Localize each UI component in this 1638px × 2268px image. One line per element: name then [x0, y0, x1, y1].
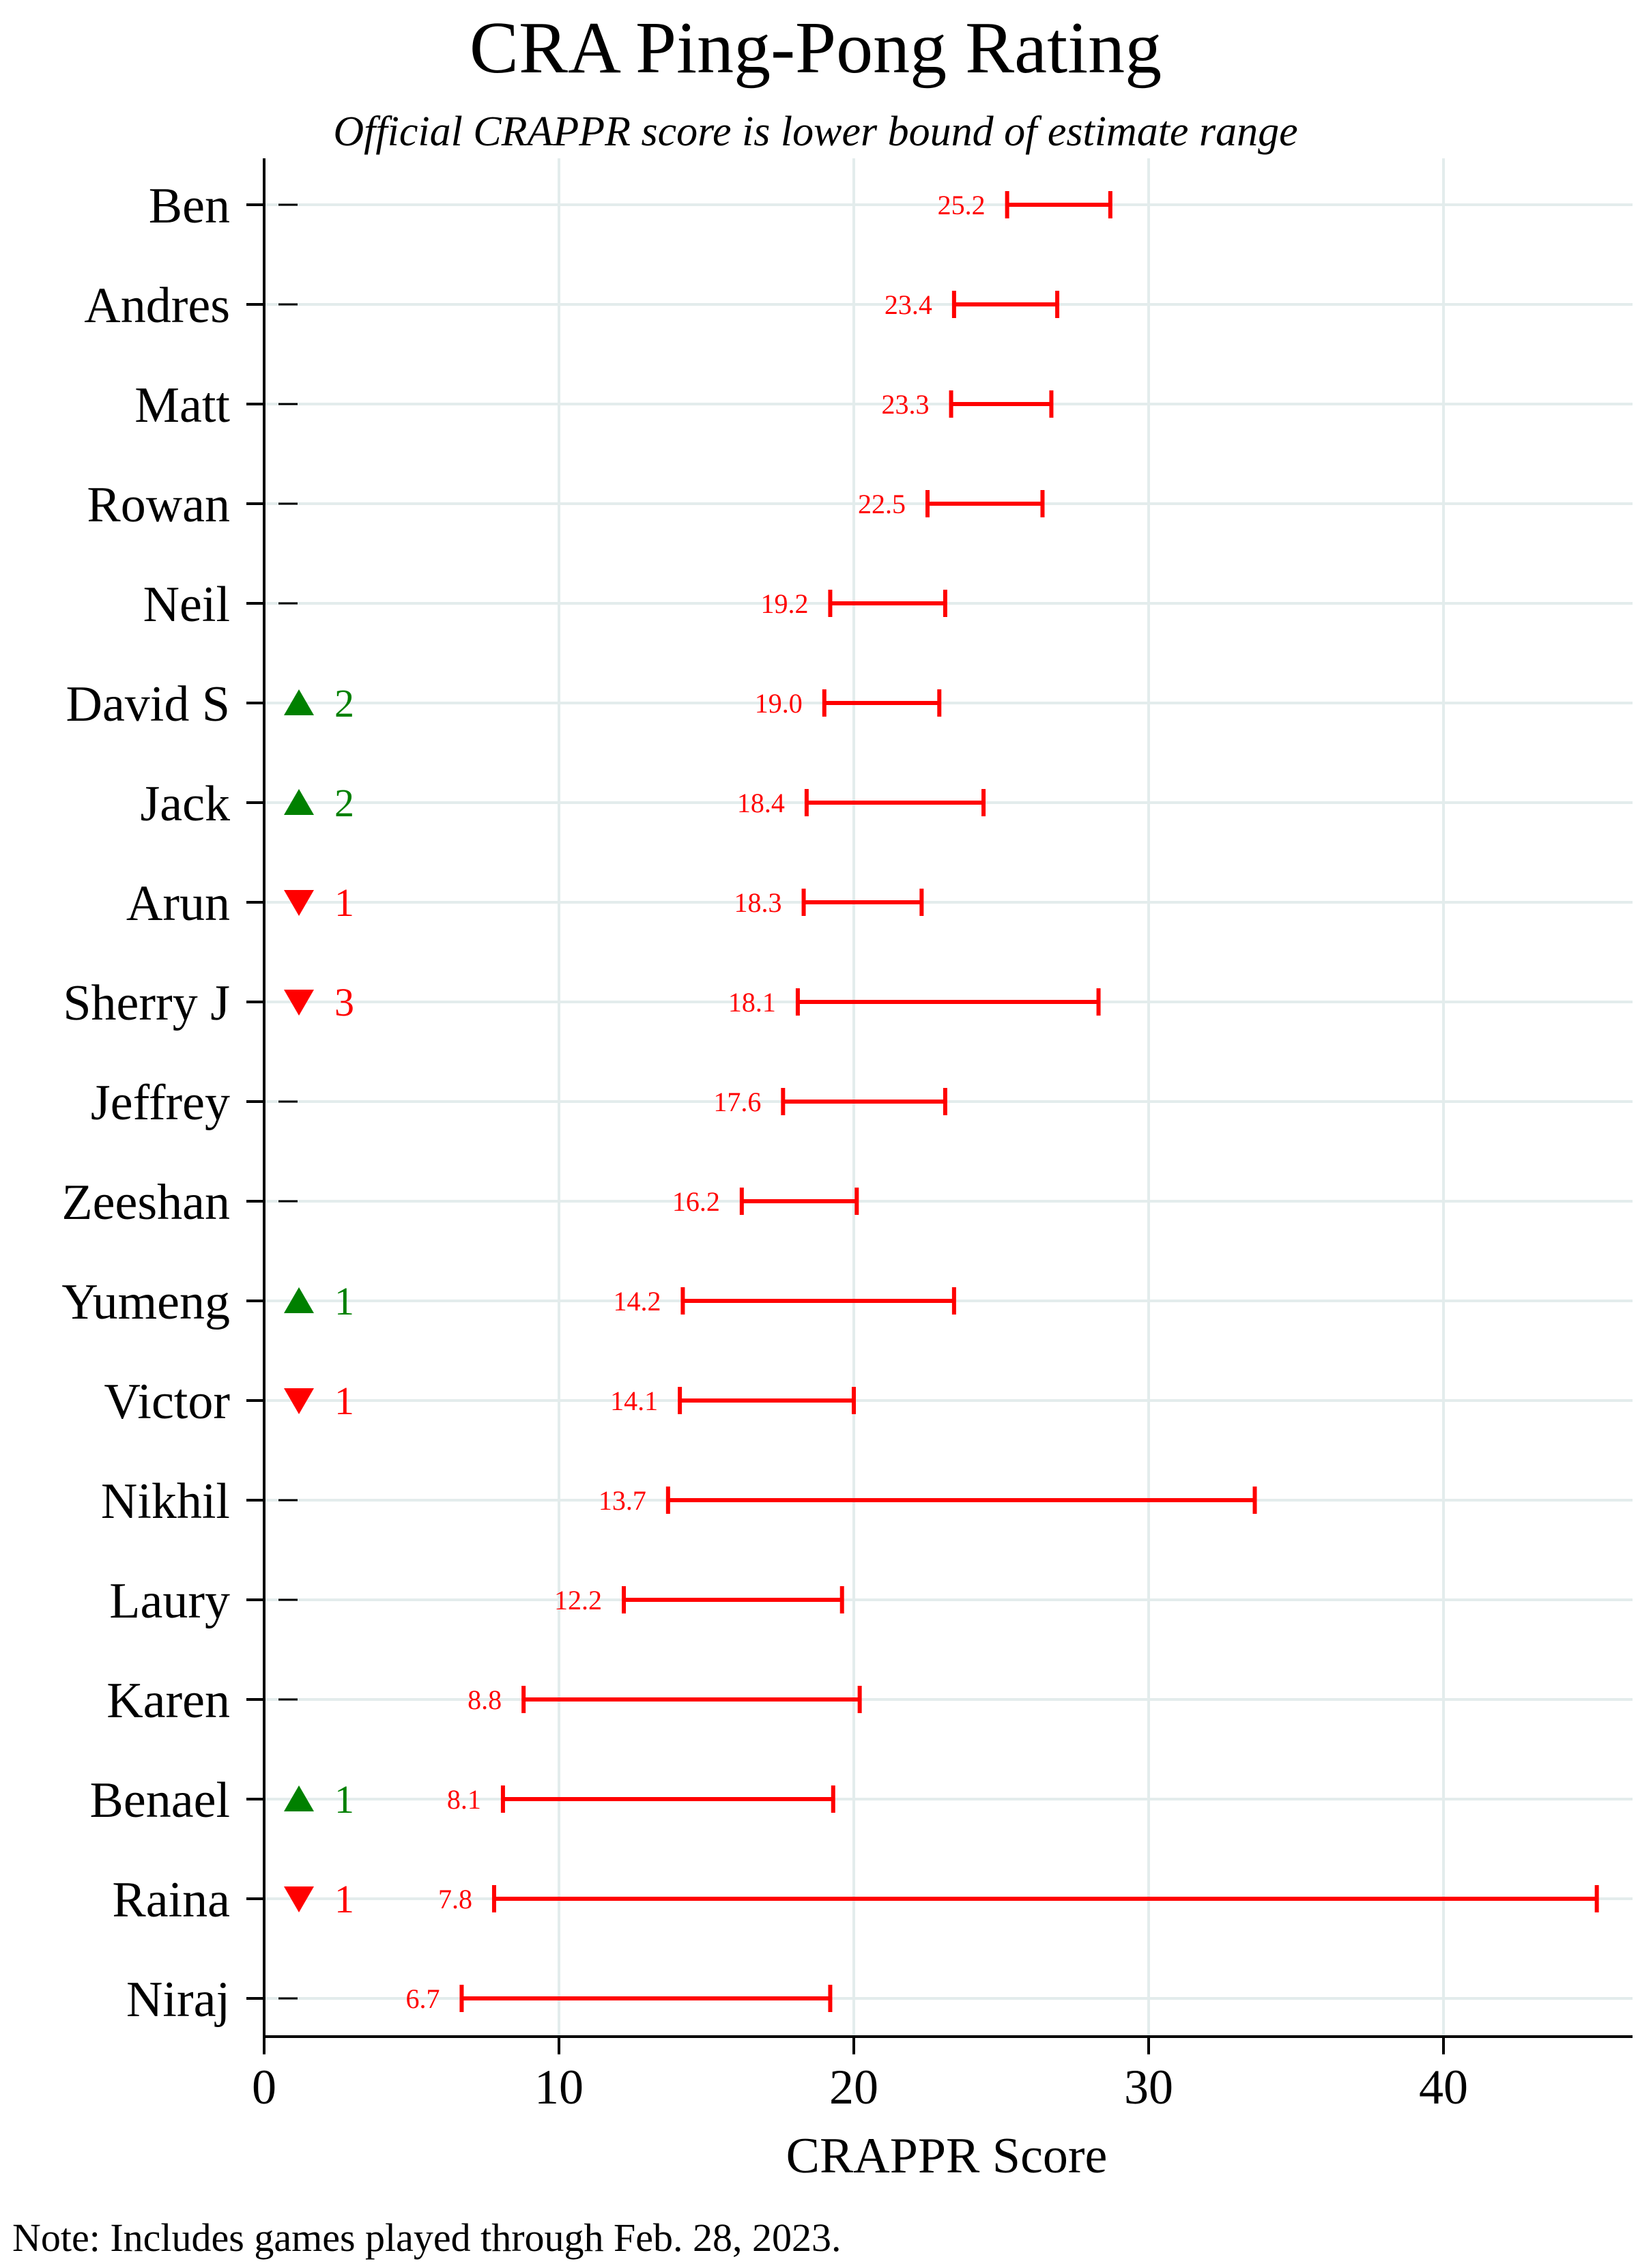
player-name-yumeng: Yumeng: [61, 1274, 230, 1330]
x-tick-label-40: 40: [1419, 2060, 1468, 2114]
chart-subtitle: Official CRAPPR score is lower bound of …: [333, 109, 1297, 155]
value-label-nikhil: 13.7: [599, 1485, 646, 1516]
value-label-laury: 12.2: [554, 1585, 602, 1616]
player-name-rowan: Rowan: [87, 477, 230, 533]
value-label-benael: 8.1: [447, 1784, 481, 1815]
player-name-jeffrey: Jeffrey: [91, 1075, 230, 1131]
grid-lines: [264, 158, 1633, 2037]
rank-down-icon-raina: [284, 1886, 314, 1912]
rank-change-yumeng: 1: [334, 1279, 354, 1323]
player-name-karen: Karen: [106, 1673, 230, 1729]
value-label-neil: 19.2: [760, 588, 808, 619]
value-label-rowan: 22.5: [858, 489, 906, 519]
rank-change-benael: 1: [334, 1777, 354, 1822]
value-label-raina: 7.8: [438, 1884, 472, 1914]
x-tick-label-30: 30: [1124, 2060, 1173, 2114]
x-tick-label-0: 0: [252, 2060, 276, 2114]
rank-up-icon-yumeng: [284, 1287, 314, 1313]
rank-change-david-s: 2: [334, 681, 354, 726]
value-label-arun: 18.3: [734, 887, 782, 918]
player-name-jack: Jack: [141, 776, 231, 832]
player-name-sherry-j: Sherry J: [63, 975, 230, 1031]
value-label-sherry-j: 18.1: [728, 987, 776, 1018]
rank-up-icon-jack: [284, 789, 314, 815]
value-label-david-s: 19.0: [755, 688, 803, 719]
rank-change-sherry-j: 3: [334, 980, 354, 1024]
value-label-yumeng: 14.2: [613, 1286, 661, 1317]
value-label-ben: 25.2: [938, 190, 986, 220]
player-name-ben: Ben: [149, 178, 230, 234]
rank-change-raina: 1: [334, 1877, 354, 1921]
axes: 0 10 20 30 40 Ben Andres Matt Rowan Neil David S Ja…: [61, 158, 1633, 2114]
value-label-victor: 14.1: [610, 1386, 658, 1416]
player-name-raina: Raina: [112, 1872, 230, 1928]
rank-change-jack: 2: [334, 781, 354, 825]
player-name-nikhil: Nikhil: [101, 1474, 230, 1530]
range-marks: 25.223.423.322.519.22 19.02 18.41 18.33 18.1…: [278, 190, 1599, 2014]
player-name-zeeshan: Zeeshan: [61, 1175, 230, 1231]
player-name-niraj: Niraj: [126, 1972, 230, 2028]
rank-down-icon-sherry-j: [284, 990, 314, 1016]
x-axis-title: CRAPPR Score: [786, 2128, 1108, 2184]
rank-up-icon-benael: [284, 1785, 314, 1811]
rank-down-icon-arun: [284, 890, 314, 916]
value-label-jack: 18.4: [737, 788, 785, 818]
x-tick-label-10: 10: [534, 2060, 584, 2114]
value-label-karen: 8.8: [468, 1684, 502, 1715]
rank-change-victor: 1: [334, 1379, 354, 1423]
value-label-matt: 23.3: [882, 389, 930, 420]
player-name-laury: Laury: [109, 1573, 230, 1629]
player-name-victor: Victor: [104, 1374, 230, 1430]
player-name-david-s: David S: [66, 676, 231, 732]
rank-down-icon-victor: [284, 1388, 314, 1414]
rank-up-icon-david-s: [284, 689, 314, 715]
chart-note: Note: Includes games played through Feb.…: [12, 2215, 842, 2260]
player-name-neil: Neil: [143, 577, 230, 633]
chart-title: CRA Ping-Pong Rating: [470, 8, 1162, 89]
player-name-matt: Matt: [134, 377, 230, 433]
player-name-andres: Andres: [84, 278, 230, 334]
player-name-arun: Arun: [126, 876, 230, 932]
x-tick-label-20: 20: [829, 2060, 878, 2114]
value-label-zeeshan: 16.2: [672, 1186, 720, 1217]
player-name-benael: Benael: [90, 1772, 230, 1828]
rank-change-arun: 1: [334, 880, 354, 925]
value-label-andres: 23.4: [885, 289, 932, 320]
value-label-jeffrey: 17.6: [713, 1087, 761, 1117]
value-label-niraj: 6.7: [405, 1983, 440, 2014]
